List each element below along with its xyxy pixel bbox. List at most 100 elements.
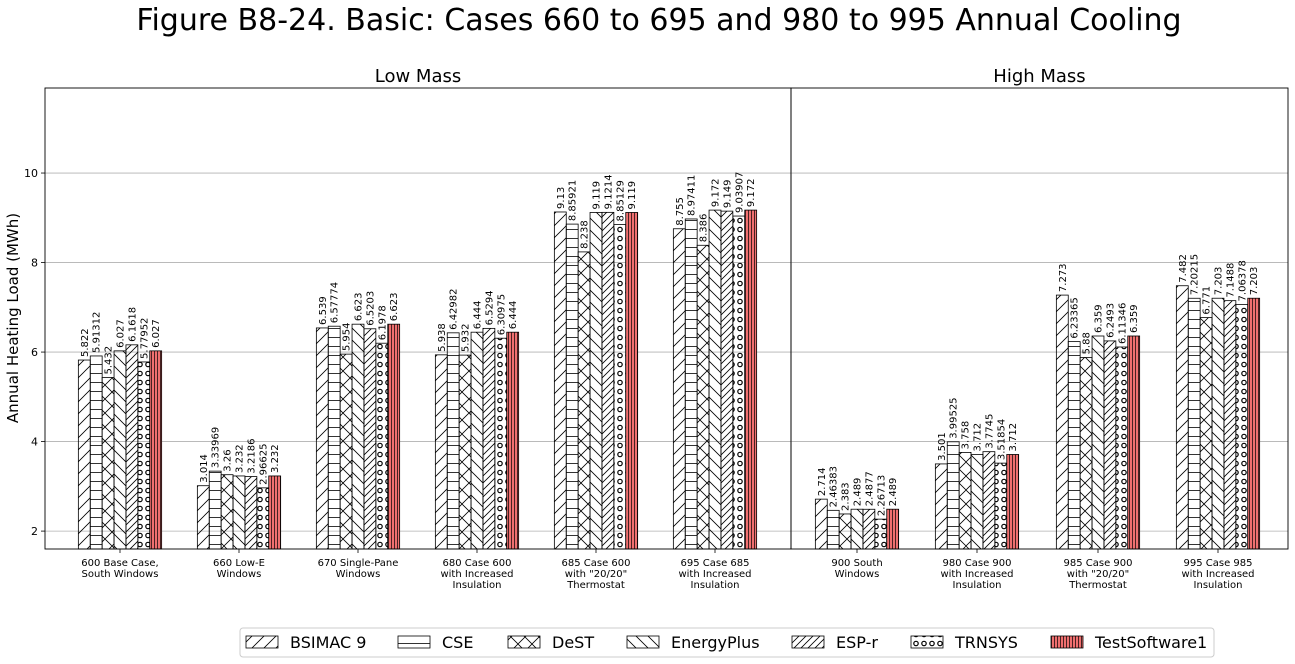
bar-bsimac-9 — [1055, 294, 1069, 550]
bar-dest — [838, 513, 852, 550]
data-label: 6.42982 — [449, 288, 460, 329]
legend-swatch — [507, 635, 541, 649]
legend-label: DeST — [552, 633, 594, 652]
data-label: 5.954 — [342, 322, 353, 351]
bar-cse — [446, 332, 460, 550]
data-label: 8.238 — [580, 220, 591, 249]
data-label: 8.97411 — [687, 175, 698, 216]
data-label: 2.714 — [817, 467, 828, 496]
data-label: 5.822 — [80, 328, 91, 357]
data-label: 6.623 — [389, 293, 400, 322]
category-label: Insulation — [1194, 580, 1243, 591]
bar-testsoftware1 — [268, 475, 282, 550]
bar-trnsys — [1115, 346, 1129, 550]
data-label: 3.232 — [270, 444, 281, 473]
data-label: 3.501 — [937, 432, 948, 461]
data-label: 3.33969 — [211, 427, 222, 468]
data-label: 2.46383 — [829, 466, 840, 507]
bar-testsoftware1 — [149, 350, 163, 550]
category-label: 685 Case 600 — [561, 558, 630, 569]
data-label: 3.99525 — [949, 397, 960, 438]
bar-esp-r — [862, 508, 876, 550]
data-label: 9.119 — [627, 181, 638, 210]
category-label: 600 Base Case, — [81, 558, 158, 569]
data-label: 6.30975 — [496, 294, 507, 335]
bar-trnsys — [256, 487, 270, 550]
bar-esp-r — [482, 327, 496, 550]
category-label: with Increased — [1181, 569, 1254, 580]
data-label: 8.85129 — [615, 180, 626, 221]
data-label: 7.482 — [1178, 254, 1189, 283]
legend-label: TestSoftware1 — [1094, 633, 1207, 652]
bar-cse — [565, 223, 579, 550]
category-label: with Increased — [440, 569, 513, 580]
data-label: 6.444 — [473, 301, 484, 330]
legend-frame — [239, 627, 1215, 658]
legend-label: CSE — [442, 633, 473, 652]
y-axis-label: Annual Heating Load (MWh) — [4, 213, 22, 423]
bar-esp-r — [1103, 340, 1117, 550]
data-label: 6.5203 — [365, 291, 376, 326]
bar-cse — [327, 325, 341, 550]
legend-label: ESP-r — [836, 633, 878, 652]
bar-testsoftware1 — [506, 331, 520, 550]
category-label: Windows — [217, 569, 262, 580]
category-group: 2.714 2.46383 2.383 2.489 2.4877 2.26713 2.489… — [814, 466, 899, 580]
data-label: 7.273 — [1058, 263, 1069, 292]
category-label: Insulation — [691, 580, 740, 591]
data-label: 6.57774 — [330, 282, 341, 323]
category-label: Thermostat — [566, 580, 625, 591]
y-tick-label: 10 — [24, 167, 38, 180]
legend-swatch — [910, 635, 944, 649]
data-label: 8.386 — [699, 214, 710, 243]
data-label: 2.26713 — [876, 475, 887, 516]
bar-energyplus — [351, 323, 365, 550]
legend-label: EnergyPlus — [671, 633, 760, 652]
legend-item-energyplus: EnergyPlus — [626, 633, 760, 652]
data-label: 7.20215 — [1190, 254, 1201, 295]
category-label: Thermostat — [1068, 580, 1127, 591]
data-label: 5.932 — [461, 323, 472, 352]
category-label: 980 Case 900 — [942, 558, 1011, 569]
bar-esp-r — [363, 328, 377, 550]
data-label: 2.96625 — [258, 443, 269, 484]
bar-dest — [958, 452, 972, 550]
bar-bsimac-9 — [553, 211, 567, 550]
data-label: 6.5294 — [484, 290, 495, 325]
data-label: 6.1978 — [377, 305, 388, 340]
data-label: 7.1488 — [1225, 263, 1236, 298]
data-label: 6.539 — [318, 296, 329, 325]
bar-esp-r — [125, 344, 139, 550]
data-label: 6.771 — [1202, 286, 1213, 315]
bar-bsimac-9 — [196, 485, 210, 550]
legend: BSIMAC 9 CSE DeST EnergyPlus ESP-r TRNSYS Test… — [239, 627, 1215, 658]
category-label: 670 Single-Pane — [318, 558, 399, 569]
legend-item-bsimac-9: BSIMAC 9 — [245, 633, 366, 652]
bar-bsimac-9 — [315, 327, 329, 550]
data-label: 3.014 — [199, 454, 210, 483]
bar-trnsys — [494, 337, 508, 550]
bar-testsoftware1 — [1006, 454, 1020, 550]
data-label: 3.712 — [973, 423, 984, 452]
data-label: 2.383 — [841, 482, 852, 511]
y-tick-label: 6 — [31, 346, 38, 359]
data-label: 3.51854 — [996, 419, 1007, 460]
bar-energyplus — [708, 209, 722, 550]
bar-cse — [1067, 341, 1081, 550]
data-label: 5.77952 — [139, 318, 150, 359]
bar-cse — [946, 441, 960, 550]
category-label: Insulation — [453, 580, 502, 591]
data-label: 3.232 — [235, 444, 246, 473]
bar-trnsys — [1235, 304, 1249, 550]
legend-item-esp-r: ESP-r — [791, 633, 878, 652]
data-label: 6.027 — [151, 319, 162, 348]
data-label: 6.027 — [116, 319, 127, 348]
bar-bsimac-9 — [1175, 285, 1189, 550]
chart-title: Figure B8-24. Basic: Cases 660 to 695 an… — [136, 3, 1181, 38]
